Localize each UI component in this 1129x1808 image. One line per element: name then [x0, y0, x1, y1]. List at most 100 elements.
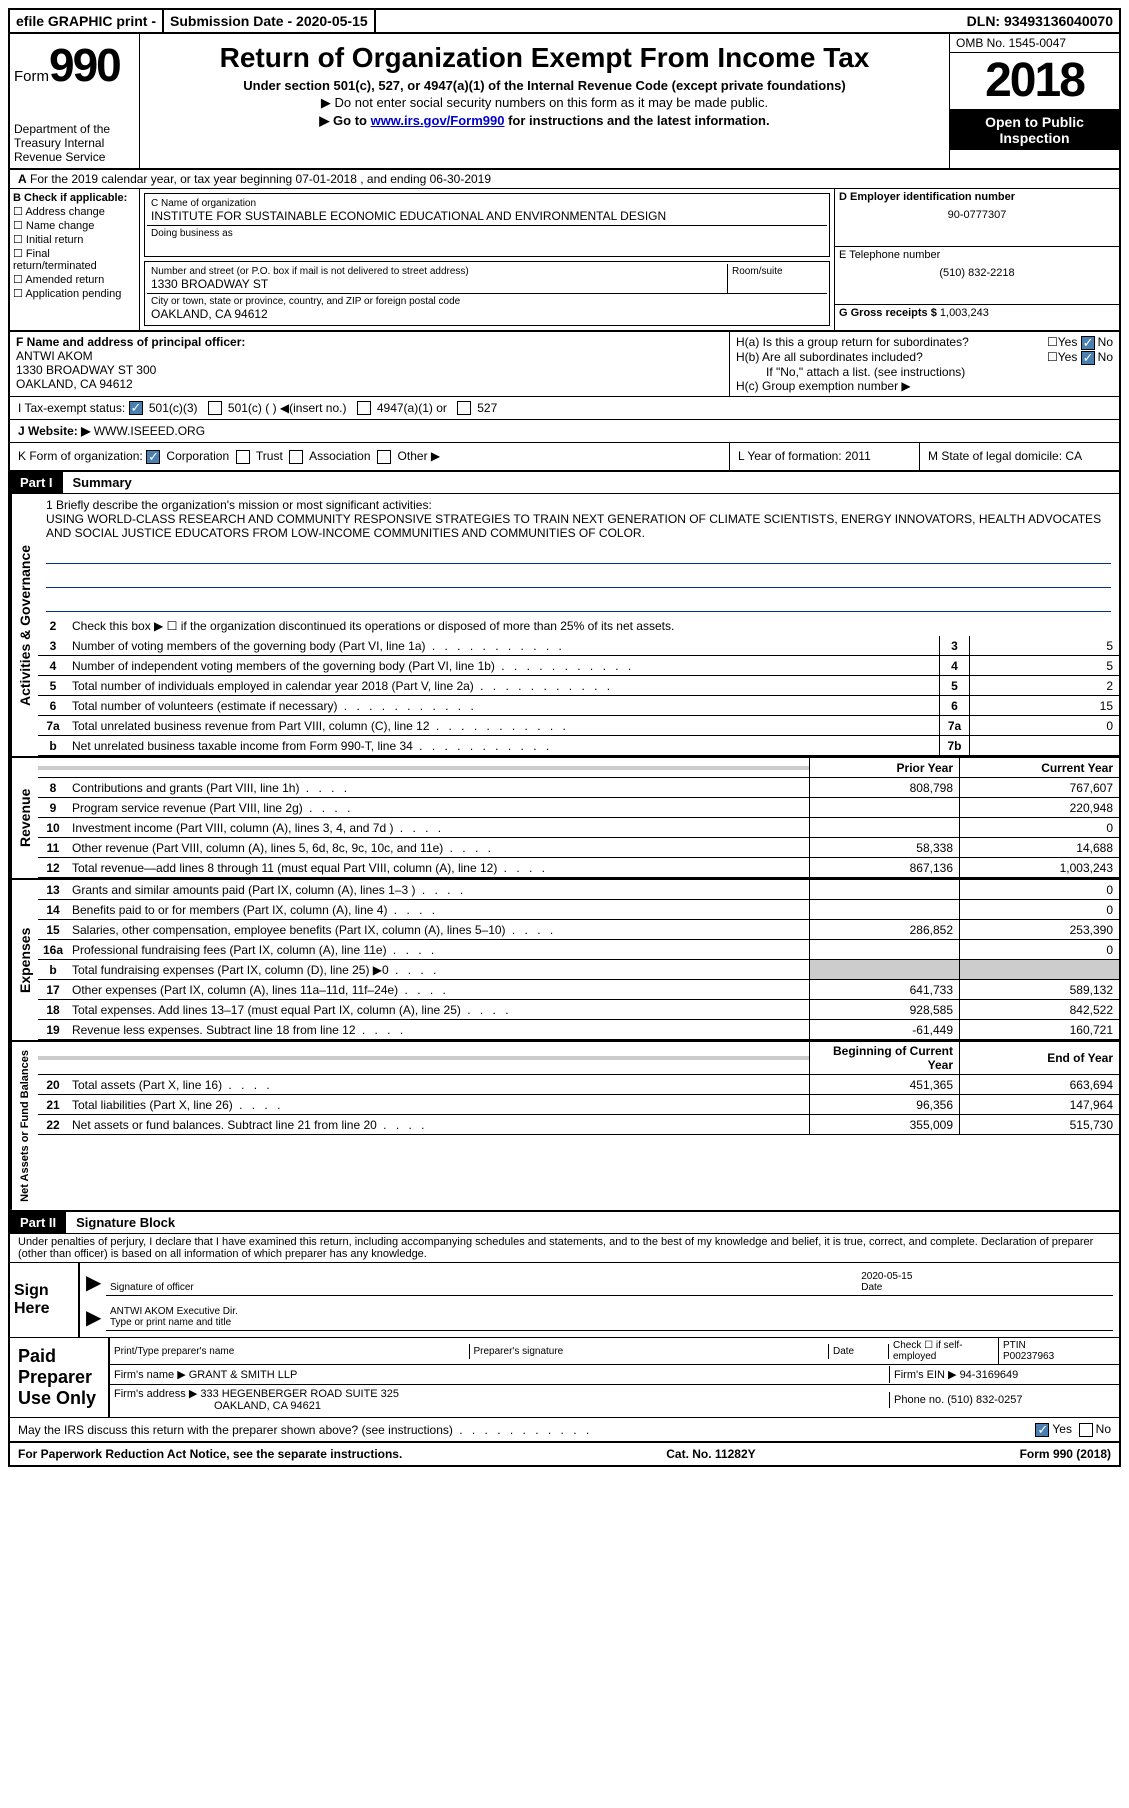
end-year-header: End of Year — [959, 1042, 1119, 1074]
part2-title: Signature Block — [66, 1212, 185, 1233]
col-b-header: B Check if applicable: — [13, 192, 136, 204]
chk-527[interactable] — [457, 401, 471, 415]
declaration: Under penalties of perjury, I declare th… — [10, 1234, 1119, 1263]
sig-date-field: 2020-05-15Date — [857, 1269, 1113, 1296]
header-right: OMB No. 1545-0047 2018 Open to Public In… — [949, 34, 1119, 168]
hc-label: H(c) Group exemption number ▶ — [736, 379, 1113, 393]
ha-yesno[interactable]: ☐Yes No — [1047, 335, 1113, 350]
part1-header-row: Part I Summary — [10, 472, 1119, 494]
m-state: M State of legal domicile: CA — [919, 443, 1119, 470]
firm-addr-label: Firm's address ▶ — [114, 1388, 197, 1400]
part1-title: Summary — [63, 472, 142, 493]
col-c: C Name of organization INSTITUTE FOR SUS… — [140, 189, 834, 330]
chk-501c3[interactable] — [129, 401, 143, 415]
firm-ein: 94-3169649 — [960, 1369, 1019, 1381]
f-block: F Name and address of principal officer:… — [10, 332, 729, 396]
gov-line: 5Total number of individuals employed in… — [38, 676, 1119, 696]
chk-final[interactable]: Final return/terminated — [13, 247, 136, 272]
irs-link[interactable]: www.irs.gov/Form990 — [371, 113, 505, 128]
netassets-line: 20Total assets (Part X, line 16)451,3656… — [38, 1075, 1119, 1095]
form-title: Return of Organization Exempt From Incom… — [144, 42, 945, 74]
dba-label: Doing business as — [151, 228, 823, 239]
hb-yesno[interactable]: ☐Yes No — [1047, 350, 1113, 365]
ein-value: 90-0777307 — [839, 209, 1115, 221]
arrow-note-1: ▶ Do not enter social security numbers o… — [144, 95, 945, 111]
chk-amended[interactable]: Amended return — [13, 273, 136, 286]
firm-phone: (510) 832-0257 — [947, 1394, 1022, 1406]
revenue-line: 9Program service revenue (Part VIII, lin… — [38, 798, 1119, 818]
f-label: F Name and address of principal officer: — [16, 335, 723, 349]
sign-here-block: Sign Here ▶ Signature of officer 2020-05… — [10, 1263, 1119, 1338]
topbar: efile GRAPHIC print - Submission Date - … — [10, 10, 1119, 34]
vlabel-revenue: Revenue — [10, 758, 38, 878]
netassets-section: Net Assets or Fund Balances Beginning of… — [10, 1042, 1119, 1212]
paid-preparer-block: Paid Preparer Use Only Print/Type prepar… — [10, 1338, 1119, 1418]
k-label: K Form of organization: — [18, 449, 143, 463]
opt-527: 527 — [477, 401, 497, 415]
chk-assoc[interactable] — [289, 450, 303, 464]
name-label: C Name of organization — [151, 198, 823, 209]
dept-treasury: Department of the Treasury Internal Reve… — [14, 122, 135, 164]
header-mid: Return of Organization Exempt From Incom… — [140, 34, 949, 168]
opt-trust: Trust — [256, 449, 283, 463]
k-left: K Form of organization: Corporation Trus… — [10, 443, 729, 470]
discuss-yesno[interactable]: Yes No — [1035, 1422, 1111, 1437]
goto-prefix: ▶ Go to — [319, 113, 370, 128]
gov-line: 7aTotal unrelated business revenue from … — [38, 716, 1119, 736]
sign-here-label: Sign Here — [10, 1263, 80, 1337]
line2-desc: Check this box ▶ ☐ if the organization d… — [68, 617, 1119, 635]
firm-ein-label: Firm's EIN ▶ — [894, 1369, 957, 1381]
goto-suffix: for instructions and the latest informat… — [504, 113, 769, 128]
form-subtitle: Under section 501(c), 527, or 4947(a)(1)… — [144, 78, 945, 93]
phone-value: (510) 832-2218 — [839, 267, 1115, 279]
officer-addr1: 1330 BROADWAY ST 300 — [16, 363, 723, 377]
line-a: A For the 2019 calendar year, or tax yea… — [10, 170, 1119, 189]
chk-pending[interactable]: Application pending — [13, 287, 136, 300]
form-label: Form — [14, 68, 49, 85]
row-f-h: F Name and address of principal officer:… — [10, 332, 1119, 397]
sig-name-field: ANTWI AKOM Executive Dir.Type or print n… — [106, 1304, 1113, 1331]
chk-other[interactable] — [377, 450, 391, 464]
form-header: Form990 Department of the Treasury Inter… — [10, 34, 1119, 170]
footer: For Paperwork Reduction Act Notice, see … — [10, 1443, 1119, 1465]
prep-date-header: Date — [829, 1344, 889, 1359]
mission-text: USING WORLD-CLASS RESEARCH AND COMMUNITY… — [46, 512, 1111, 540]
chk-4947[interactable] — [357, 401, 371, 415]
expense-line: 13Grants and similar amounts paid (Part … — [38, 880, 1119, 900]
netassets-line: 22Net assets or fund balances. Subtract … — [38, 1115, 1119, 1135]
prep-name-header: Print/Type preparer's name — [110, 1344, 470, 1359]
expense-line: 17Other expenses (Part IX, column (A), l… — [38, 980, 1119, 1000]
opt-501c3: 501(c)(3) — [149, 401, 198, 415]
chk-initial[interactable]: Initial return — [13, 233, 136, 246]
vlabel-netassets: Net Assets or Fund Balances — [10, 1042, 38, 1210]
current-year-header: Current Year — [959, 758, 1119, 777]
chk-address[interactable]: Address change — [13, 205, 136, 218]
footer-mid: Cat. No. 11282Y — [402, 1447, 1019, 1461]
gov-line: 3Number of voting members of the governi… — [38, 636, 1119, 656]
vlabel-governance: Activities & Governance — [10, 494, 38, 756]
revenue-line: 11Other revenue (Part VIII, column (A), … — [38, 838, 1119, 858]
discuss-question: May the IRS discuss this return with the… — [18, 1423, 1035, 1437]
prior-year-header: Prior Year — [809, 758, 959, 777]
firm-name: GRANT & SMITH LLP — [189, 1369, 298, 1381]
chk-corp[interactable] — [146, 450, 160, 464]
k-row: K Form of organization: Corporation Trus… — [10, 443, 1119, 472]
sig-arrow-icon: ▶ — [86, 1269, 106, 1296]
expense-line: 15Salaries, other compensation, employee… — [38, 920, 1119, 940]
h-block: H(a) Is this a group return for subordin… — [729, 332, 1119, 396]
hb-note: If "No," attach a list. (see instruction… — [736, 365, 1113, 379]
col-de: D Employer identification number 90-0777… — [834, 189, 1119, 330]
expense-line: 16aProfessional fundraising fees (Part I… — [38, 940, 1119, 960]
website-row: J Website: ▶ WWW.ISEEED.ORG — [10, 420, 1119, 443]
chk-name[interactable]: Name change — [13, 219, 136, 232]
arrow-note-2: ▶ Go to www.irs.gov/Form990 for instruct… — [144, 113, 945, 129]
chk-trust[interactable] — [236, 450, 250, 464]
part2-header: Part II — [10, 1212, 66, 1233]
chk-501c[interactable] — [208, 401, 222, 415]
opt-assoc: Association — [309, 449, 370, 463]
opt-501c: 501(c) ( ) ◀(insert no.) — [228, 401, 347, 415]
sig-officer-field[interactable]: Signature of officer — [106, 1269, 857, 1296]
prep-selfemp[interactable]: Check ☐ if self-employed — [889, 1338, 999, 1364]
header-left: Form990 Department of the Treasury Inter… — [10, 34, 140, 168]
expense-line: bTotal fundraising expenses (Part IX, co… — [38, 960, 1119, 980]
